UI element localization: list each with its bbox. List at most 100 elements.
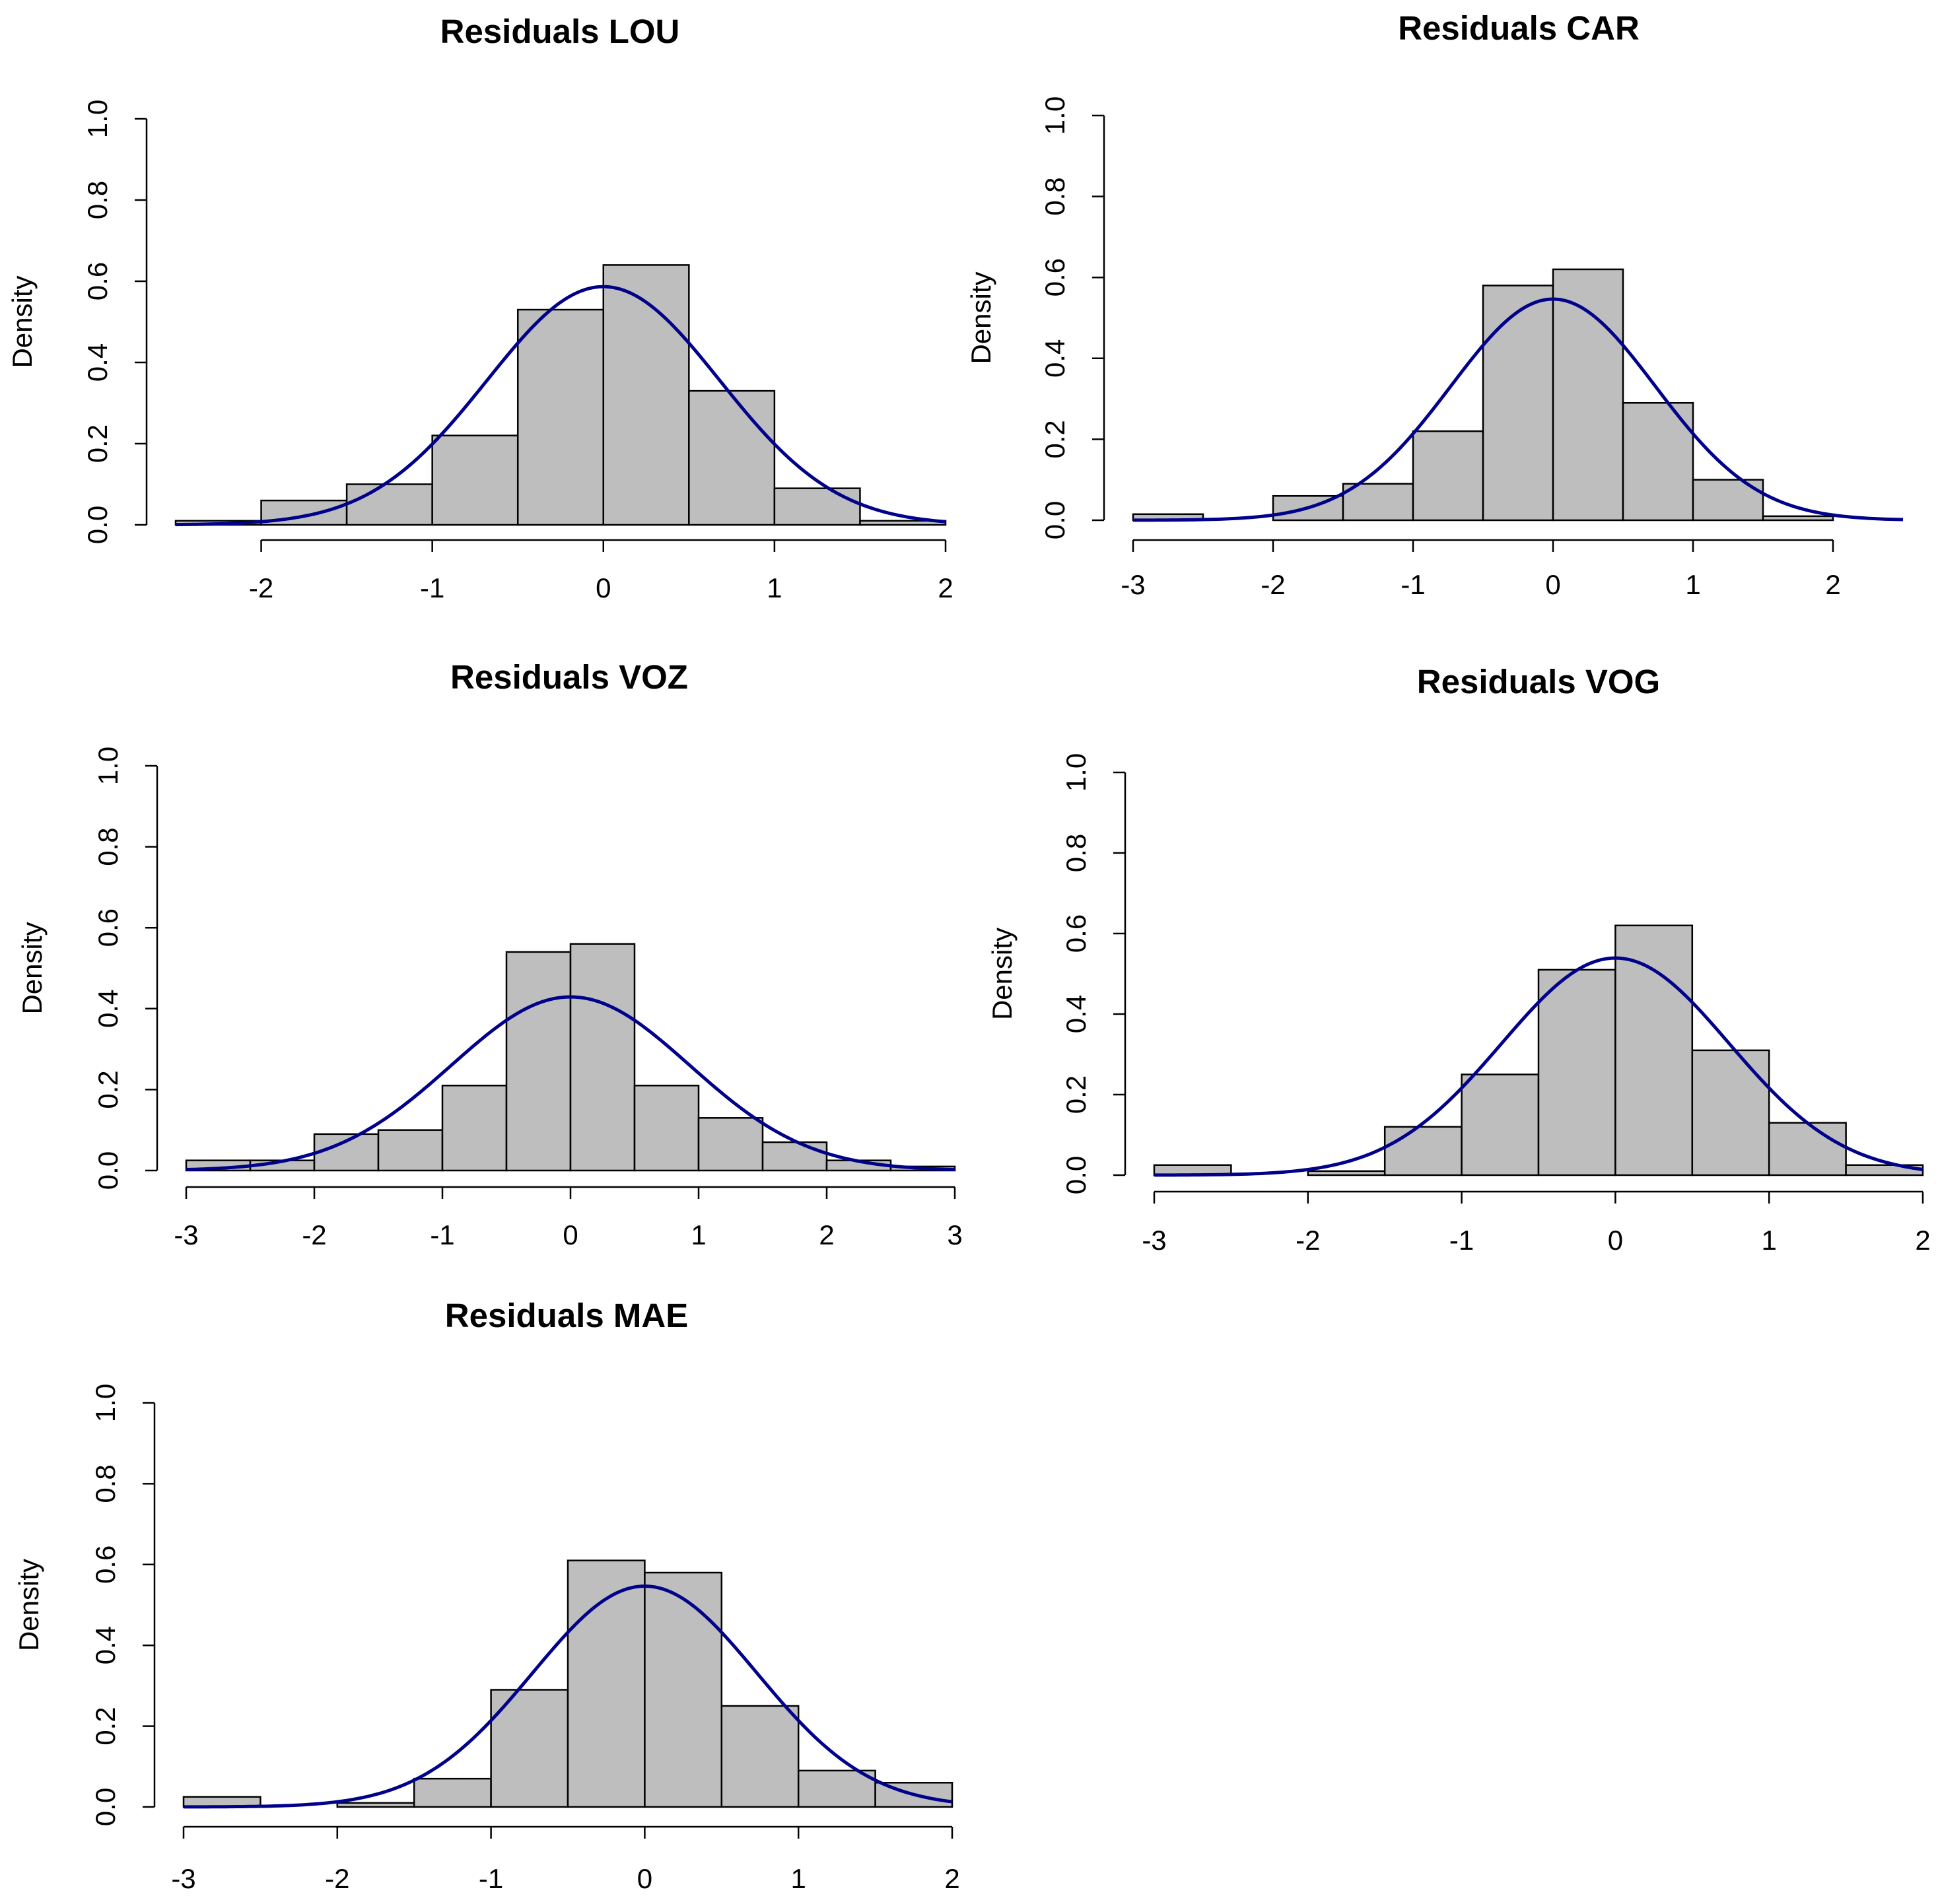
y-tick-label: 0.6 — [90, 1546, 121, 1584]
x-tick-label: -1 — [430, 1219, 454, 1250]
x-tick-label: 0 — [563, 1219, 578, 1250]
histogram-bar — [720, 1705, 800, 1808]
y-tick-label: 0.0 — [82, 506, 113, 544]
chart-title: Residuals MAE — [445, 1297, 688, 1334]
x-tick-label: 3 — [947, 1219, 962, 1250]
y-tick-label: 0.8 — [82, 181, 113, 219]
histogram-bar — [859, 520, 947, 526]
panel-residuals-car: Residuals CAR 0.0 0.2 0.4 0.6 0.8 1.0 Density -3… — [965, 9, 1904, 600]
histogram-bar — [567, 1559, 646, 1808]
x-tick-label: -1 — [1449, 1225, 1474, 1256]
x-tick-label: 0 — [1545, 569, 1560, 600]
y-tick-label: 0.4 — [90, 1626, 121, 1664]
y-tick-label: 0.0 — [1039, 501, 1070, 539]
chart-title: Residuals VOG — [1417, 663, 1660, 700]
x-tick-label: 2 — [1915, 1225, 1930, 1256]
y-tick-label: 0.6 — [92, 908, 123, 947]
y-tick-label: 0.0 — [1060, 1156, 1091, 1194]
density-curve — [183, 1584, 953, 1809]
x-tick-label: 0 — [637, 1863, 652, 1894]
y-tick-label: 0.8 — [1039, 177, 1070, 215]
x-tick-label: -2 — [249, 572, 273, 603]
chart-title: Residuals CAR — [1398, 9, 1640, 47]
y-tick-label: 0.2 — [92, 1070, 123, 1108]
x-tick-label: 1 — [767, 572, 782, 603]
x-tick-label: -3 — [1142, 1225, 1166, 1256]
y-axis-label: Density — [17, 922, 48, 1014]
density-curve — [175, 285, 946, 527]
x-tick-label: -2 — [302, 1219, 326, 1250]
y-axis-label: Density — [13, 1559, 44, 1651]
histogram-bar — [602, 264, 690, 526]
x-tick-label: 1 — [791, 1863, 806, 1894]
histogram-bar — [761, 1141, 828, 1172]
histogram-bar — [516, 308, 605, 526]
y-tick-label: 0.8 — [1060, 834, 1091, 872]
x-tick-label: -1 — [479, 1863, 503, 1894]
histogram-bar — [688, 390, 776, 526]
y-axis-label: Density — [965, 271, 996, 364]
histogram-bar — [773, 487, 861, 526]
y-tick-label: 0.0 — [90, 1788, 121, 1826]
panel-residuals-voz: Residuals VOZ 0.0 0.2 0.4 0.6 0.8 1.0 Density -3… — [17, 658, 963, 1250]
y-tick-label: 0.6 — [1060, 914, 1091, 953]
x-tick-label: -3 — [1121, 569, 1145, 600]
x-tick-label: 0 — [1608, 1225, 1623, 1256]
y-tick-label: 0.2 — [1060, 1075, 1091, 1114]
y-tick-label: 1.0 — [92, 747, 123, 785]
density-curve — [186, 995, 955, 1172]
y-tick-label: 0.8 — [92, 827, 123, 866]
x-tick-label: -3 — [171, 1863, 195, 1894]
y-tick-label: 0.2 — [82, 425, 113, 463]
histogram-bar — [345, 483, 433, 526]
x-tick-label: 2 — [944, 1863, 959, 1894]
y-tick-label: 0.4 — [92, 990, 123, 1028]
y-axis-label: Density — [7, 275, 38, 368]
histogram-bar — [377, 1129, 444, 1172]
y-tick-label: 1.0 — [90, 1384, 121, 1422]
x-tick-label: 1 — [1762, 1225, 1777, 1256]
histogram-bar — [490, 1689, 569, 1808]
x-tick-label: -1 — [1401, 569, 1425, 600]
histogram-bar — [1614, 924, 1694, 1176]
histogram-bar — [1537, 969, 1616, 1176]
x-tick-label: -2 — [1296, 1225, 1320, 1256]
x-tick-label: 1 — [1685, 569, 1700, 600]
histogram-bar — [1461, 1073, 1540, 1176]
y-tick-label: 0.4 — [82, 343, 113, 382]
histogram-bar — [441, 1085, 508, 1172]
chart-title: Residuals VOZ — [450, 658, 688, 696]
x-tick-label: 2 — [819, 1219, 834, 1250]
histogram-bar — [1482, 285, 1554, 522]
x-tick-label: 1 — [691, 1219, 706, 1250]
y-tick-label: 0.4 — [1060, 995, 1091, 1033]
histogram-bar — [1342, 483, 1414, 522]
histogram-bar — [1622, 401, 1694, 522]
histogram-bar — [1768, 1122, 1847, 1176]
panel-residuals-mae: Residuals MAE 0.0 0.2 0.4 0.6 0.8 1.0 Density -3… — [13, 1297, 960, 1894]
x-tick-label: -3 — [174, 1219, 198, 1250]
y-tick-label: 0.8 — [90, 1464, 121, 1503]
histogram-bar — [697, 1117, 764, 1172]
y-axis-label: Density — [986, 928, 1018, 1020]
histogram-bar — [633, 1085, 700, 1172]
x-tick-label: 2 — [938, 572, 953, 603]
histogram-bar — [569, 943, 636, 1172]
histogram-bar — [1762, 515, 1834, 522]
density-curve — [1132, 297, 1904, 522]
y-tick-label: 0.2 — [1039, 420, 1070, 458]
histogram-bar — [413, 1777, 492, 1808]
histogram-bar — [1691, 1049, 1770, 1176]
y-tick-label: 0.6 — [1039, 258, 1070, 296]
histogram-bar — [1412, 430, 1484, 522]
histogram-bar — [1552, 268, 1624, 522]
chart-title: Residuals LOU — [440, 13, 680, 50]
histogram-bar — [797, 1769, 876, 1808]
x-tick-label: -2 — [325, 1863, 349, 1894]
density-curve — [1154, 956, 1923, 1177]
y-tick-label: 1.0 — [82, 100, 113, 138]
y-tick-label: 0.2 — [90, 1707, 121, 1745]
histogram-bar — [505, 951, 572, 1172]
x-tick-label: 0 — [596, 572, 611, 603]
